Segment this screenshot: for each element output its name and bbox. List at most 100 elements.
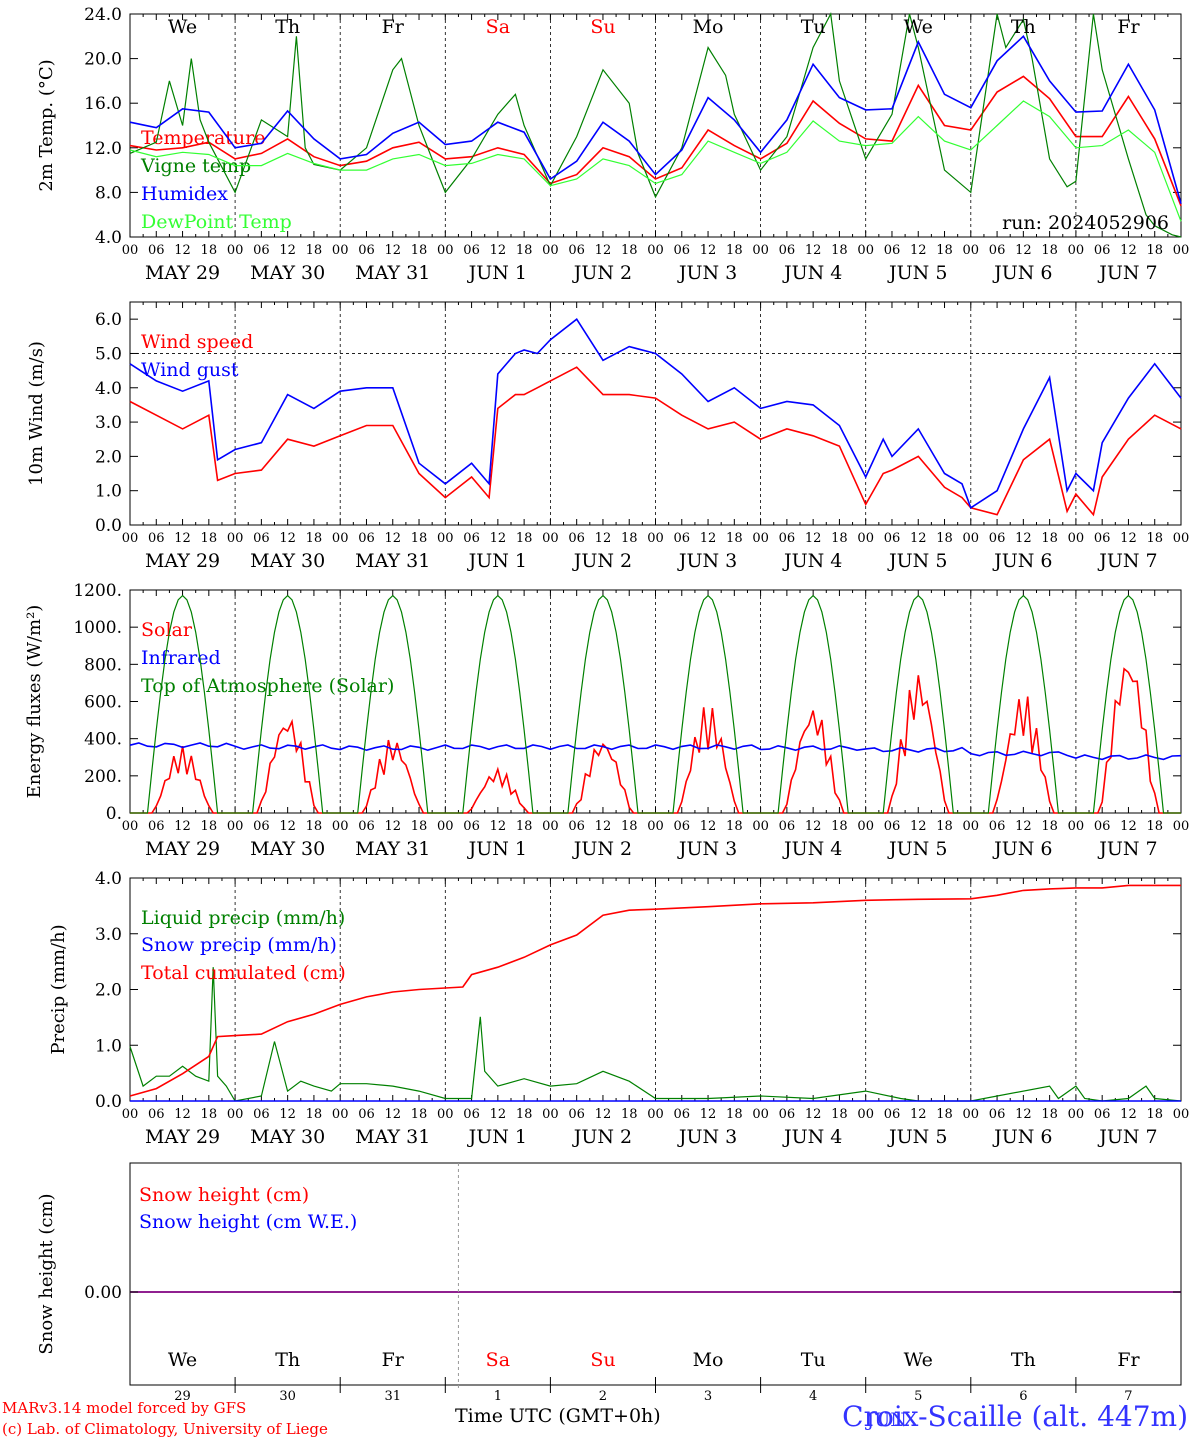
date-label: JUN 1 [467, 838, 527, 860]
hour-tick-label: 18 [306, 1107, 323, 1122]
y-tick-label: 20.0 [84, 50, 122, 70]
legend-entry: Infrared [141, 647, 221, 669]
hour-tick-label: 00 [752, 1107, 769, 1122]
hour-tick-label: 18 [936, 819, 953, 834]
hour-tick-label: 18 [1041, 819, 1058, 834]
day-number-label: 31 [384, 1389, 401, 1404]
y-tick-label: 3.0 [95, 413, 122, 433]
hour-tick-label: 18 [516, 1107, 533, 1122]
y-tick-label: 0.0 [95, 516, 122, 536]
date-label: JUN 5 [887, 838, 947, 860]
y-tick-label: 4.0 [95, 379, 122, 399]
hour-tick-label: 06 [253, 243, 270, 258]
hour-tick-label: 12 [174, 243, 191, 258]
day-number-label: 4 [809, 1389, 817, 1404]
hour-tick-label: 06 [148, 1107, 165, 1122]
y-tick-label: 1.0 [95, 482, 122, 502]
date-label: JUN 6 [992, 1126, 1052, 1148]
hour-tick-label: 06 [148, 531, 165, 546]
date-label: JUN 1 [467, 550, 527, 572]
hour-tick-label: 18 [726, 819, 743, 834]
hour-tick-label: 06 [148, 243, 165, 258]
y-axis-label: Precip (mm/h) [48, 924, 69, 1054]
hour-tick-label: 12 [174, 819, 191, 834]
hour-tick-label: 00 [332, 243, 349, 258]
hour-tick-label: 06 [358, 531, 375, 546]
y-tick-label: 12.0 [84, 139, 122, 159]
hour-tick-label: 00 [752, 243, 769, 258]
hour-tick-label: 12 [805, 243, 822, 258]
hour-tick-label: 06 [989, 243, 1006, 258]
hour-tick-label: 18 [201, 531, 218, 546]
hour-tick-label: 00 [227, 531, 244, 546]
hour-tick-label: 00 [1068, 531, 1085, 546]
hour-tick-label: 12 [805, 819, 822, 834]
hour-tick-label: 00 [647, 531, 664, 546]
hour-tick-label: 00 [1173, 531, 1190, 546]
hour-tick-label: 12 [490, 1107, 507, 1122]
hour-tick-label: 12 [700, 531, 717, 546]
hour-tick-label: 18 [411, 243, 428, 258]
hour-tick-label: 18 [516, 819, 533, 834]
legend-entry: Wind gust [141, 359, 239, 381]
hour-tick-label: 00 [332, 819, 349, 834]
date-label: JUN 1 [467, 1126, 527, 1148]
hour-tick-label: 00 [963, 1107, 980, 1122]
hour-tick-label: 18 [831, 243, 848, 258]
date-label: JUN 1 [467, 262, 527, 284]
date-label: JUN 7 [1097, 550, 1157, 572]
hour-tick-label: 12 [279, 819, 296, 834]
y-tick-label: 5.0 [95, 344, 122, 364]
legend-entry: Total cumulated (cm) [141, 962, 346, 984]
hour-tick-label: 00 [227, 819, 244, 834]
hour-tick-label: 12 [490, 819, 507, 834]
hour-tick-label: 06 [358, 819, 375, 834]
hour-tick-label: 18 [1146, 1107, 1163, 1122]
hour-tick-label: 12 [384, 819, 401, 834]
hour-tick-label: 06 [674, 531, 691, 546]
hour-tick-label: 18 [306, 531, 323, 546]
hour-tick-label: 12 [490, 531, 507, 546]
date-label: MAY 30 [250, 262, 325, 284]
hour-tick-label: 18 [936, 243, 953, 258]
hour-tick-label: 06 [1094, 1107, 1111, 1122]
series-line [129, 366, 1182, 517]
date-label: JUN 5 [887, 1126, 947, 1148]
hour-tick-label: 18 [1146, 531, 1163, 546]
legend-entry: Snow height (cm W.E.) [139, 1211, 357, 1233]
hour-tick-label: 00 [542, 243, 559, 258]
day-label: We [168, 1349, 197, 1371]
hour-tick-label: 00 [542, 1107, 559, 1122]
hour-tick-label: 18 [201, 1107, 218, 1122]
hour-tick-label: 18 [516, 531, 533, 546]
date-label: JUN 4 [782, 838, 842, 860]
day-number-label: 29 [174, 1389, 191, 1404]
panel-frame [129, 13, 1182, 238]
y-tick-label: 1.0 [95, 1036, 122, 1056]
series-line [129, 12, 1182, 238]
y-tick-label: 0. [106, 804, 122, 824]
hour-tick-label: 12 [700, 243, 717, 258]
hour-tick-label: 18 [1146, 243, 1163, 258]
day-number-label: 30 [279, 1389, 296, 1404]
y-tick-label: 0.0 [95, 1092, 122, 1112]
date-label: JUN 3 [677, 838, 737, 860]
y-axis-label: 2m Temp. (°C) [36, 59, 57, 191]
day-label: We [904, 1349, 933, 1371]
day-number-label: 5 [914, 1389, 922, 1404]
hour-tick-label: 00 [857, 1107, 874, 1122]
hour-tick-label: 12 [1015, 243, 1032, 258]
date-label: MAY 31 [355, 262, 430, 284]
run-label: run: 2024052906 [1002, 212, 1169, 234]
hour-tick-label: 12 [910, 1107, 927, 1122]
series-line [129, 967, 1182, 1102]
hour-tick-label: 00 [332, 531, 349, 546]
hour-tick-label: 06 [674, 1107, 691, 1122]
y-axis-label: Energy fluxes (W/m²) [24, 605, 45, 799]
hour-tick-label: 06 [1094, 243, 1111, 258]
hour-tick-label: 00 [437, 531, 454, 546]
day-label: Su [590, 1349, 615, 1371]
hour-tick-label: 00 [227, 243, 244, 258]
day-label: Fr [382, 16, 405, 38]
